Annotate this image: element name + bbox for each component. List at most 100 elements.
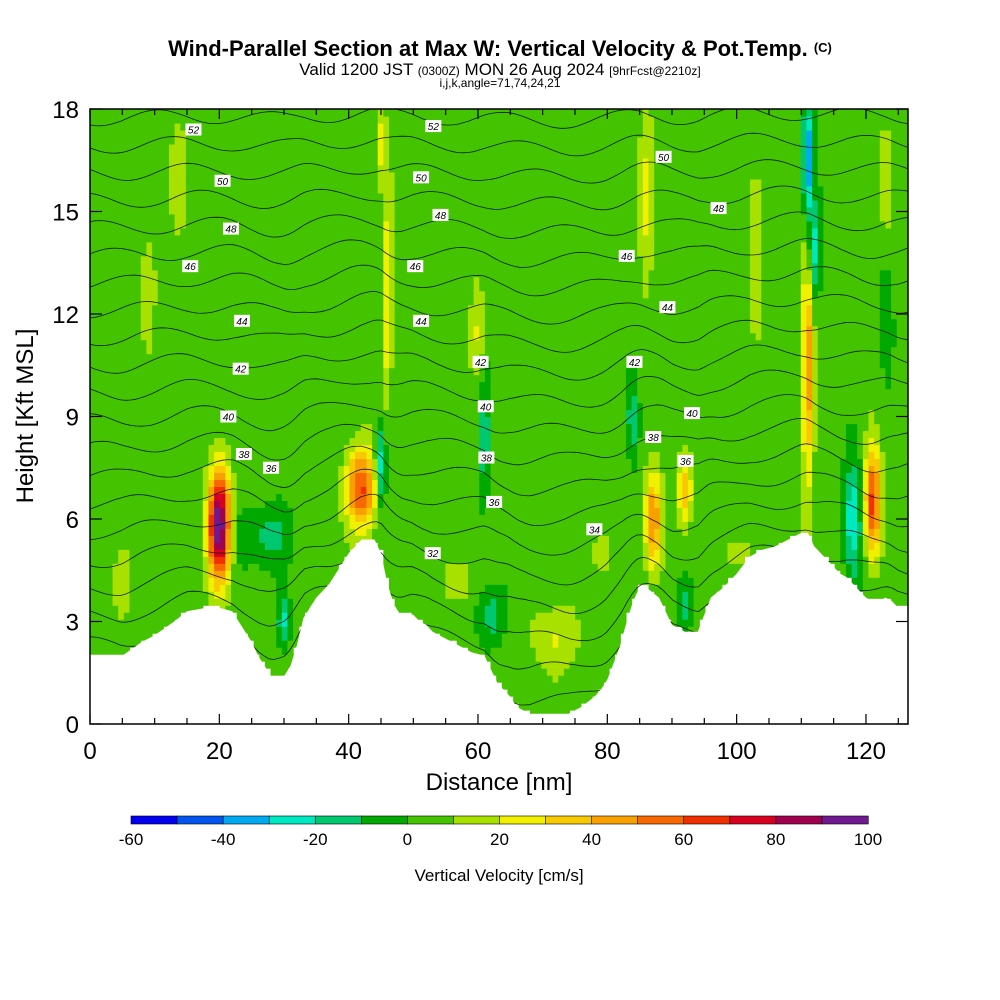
contour-label-46: 46: [182, 260, 199, 273]
contour-label-text: 38: [481, 454, 493, 465]
contour-label-text: 46: [185, 262, 197, 273]
contour-label-box: [413, 171, 430, 184]
valid-time: Valid 1200 JST: [299, 60, 414, 79]
colorbar-tick-label: -60: [119, 830, 144, 849]
colorbar-swatch: [683, 815, 731, 825]
y-axis-label: Height [Kft MSL]: [12, 329, 39, 504]
forecast-info: [9hrFcst@2210z]: [609, 64, 701, 78]
colorbar-tick-label: 60: [674, 830, 693, 849]
contour-label-40: 40: [684, 407, 701, 420]
theta-contour-44: [90, 344, 908, 381]
contour-label-44: 44: [413, 314, 430, 328]
contour-label-40: 40: [477, 400, 494, 413]
contour-label-text: 42: [629, 358, 641, 369]
theta-contour-41: [90, 417, 908, 466]
colorbar-swatch: [361, 815, 408, 825]
contour-label-text: 42: [475, 358, 487, 369]
colorbar-tick-label: -20: [303, 830, 328, 849]
colorbar-swatch: [775, 815, 823, 825]
contour-label-text: 42: [235, 365, 247, 376]
theta-contour-51: [90, 159, 908, 184]
x-tick-label: 0: [83, 738, 96, 765]
contour-label-box: [586, 523, 603, 536]
chart-title-text: Wind-Parallel Section at Max W: Vertical…: [168, 36, 808, 61]
contour-label-50: 50: [413, 171, 430, 184]
colorbar-tick-label: 80: [766, 830, 785, 849]
terrain-mask: [90, 532, 908, 724]
colorbar-swatch: [637, 815, 685, 825]
contour-label-box: [263, 461, 280, 474]
colorbar-swatch: [222, 815, 270, 825]
contour-label-38: 38: [645, 431, 662, 444]
theta-contour-38: [90, 493, 908, 556]
contour-label-32: 32: [424, 547, 441, 560]
theta-contour-40: [90, 443, 908, 497]
contour-label-text: 38: [238, 450, 250, 461]
contour-label-text: 48: [435, 211, 447, 222]
colorbar-swatch: [314, 815, 362, 825]
contour-label-box: [424, 547, 441, 560]
colorbar-tick-label: 100: [854, 830, 882, 849]
contour-label-text: 32: [427, 549, 439, 560]
x-tick-label: 120: [846, 738, 886, 765]
x-tick-label: 80: [594, 738, 621, 765]
contour-label-text: 44: [236, 317, 248, 328]
valid-date: MON 26 Aug 2024: [464, 60, 605, 79]
x-tick-label: 100: [717, 738, 757, 765]
colorbar-swatch: [545, 815, 593, 825]
colorbar-swatch: [407, 815, 455, 825]
theta-contour-46: [90, 291, 908, 325]
theta-contour-37: [90, 521, 908, 586]
contour-label-44: 44: [233, 314, 250, 328]
y-tick-label: 0: [66, 712, 79, 739]
contour-label-text: 50: [658, 153, 670, 164]
contour-label-42: 42: [232, 362, 249, 376]
contour-label-text: 38: [648, 433, 660, 444]
contour-label-text: 44: [662, 303, 674, 314]
contour-label-box: [710, 202, 727, 215]
grid-indices: i,j,k,angle=71,74,24,21: [439, 76, 561, 90]
colorbar-swatch: [176, 815, 224, 825]
contour-label-box: [232, 362, 249, 375]
copyright-mark: (C): [813, 40, 832, 55]
contour-label-36: 36: [486, 495, 503, 509]
contour-label-box: [214, 174, 231, 187]
theta-contour-48: [90, 238, 908, 268]
colorbar-swatch: [591, 815, 639, 825]
colorbar-swatch: [453, 815, 501, 825]
colorbar: -60 -40 -20 0 20 40 60 80 100: [119, 815, 882, 849]
contour-label-48: 48: [222, 222, 239, 236]
contour-label-text: 40: [223, 413, 235, 424]
contour-label-52: 52: [185, 123, 202, 137]
contour-label-box: [432, 208, 449, 221]
contour-label-box: [235, 448, 252, 461]
theta-contour-52: [90, 132, 908, 157]
x-tick-label: 20: [206, 738, 233, 765]
contour-label-text: 40: [686, 409, 698, 420]
contour-label-box: [655, 150, 672, 163]
contour-label-box: [233, 314, 250, 327]
contour-label-34: 34: [586, 523, 603, 536]
contour-label-box: [677, 454, 694, 467]
theta-contour-45: [90, 319, 908, 353]
colorbar-swatch: [268, 815, 316, 825]
contour-label-text: 46: [410, 262, 422, 273]
contour-label-box: [413, 314, 430, 327]
contour-label-38: 38: [478, 451, 495, 465]
contour-label-36: 36: [677, 454, 694, 468]
contour-label-42: 42: [626, 355, 643, 369]
theta-contour-50: [90, 185, 908, 211]
contour-label-box: [185, 123, 202, 136]
theta-contour-47: [90, 264, 908, 297]
contour-label-text: 36: [265, 464, 277, 475]
contour-label-text: 44: [416, 317, 428, 328]
y-tick-label: 15: [52, 200, 79, 227]
contour-label-box: [659, 301, 676, 314]
contour-label-text: 36: [489, 498, 501, 509]
terrain-fill: [90, 532, 908, 724]
contour-label-box: [220, 410, 237, 423]
contour-label-text: 40: [480, 402, 492, 413]
x-tick-label: 60: [465, 738, 492, 765]
